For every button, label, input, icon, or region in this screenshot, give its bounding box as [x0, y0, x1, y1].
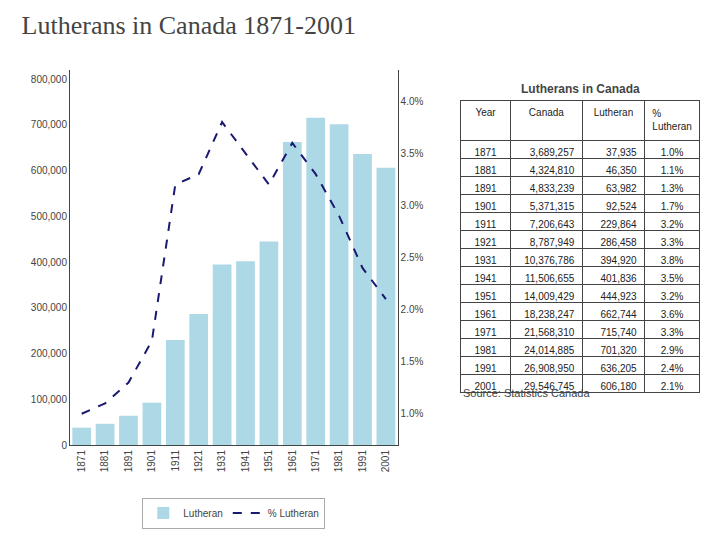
- svg-text:5,371,315: 5,371,315: [530, 201, 575, 212]
- svg-text:1891: 1891: [123, 450, 134, 473]
- svg-text:2.5%: 2.5%: [401, 252, 424, 263]
- svg-text:800,000: 800,000: [31, 74, 68, 85]
- svg-text:1871: 1871: [76, 450, 87, 473]
- svg-text:606,180: 606,180: [600, 381, 637, 392]
- svg-text:1941: 1941: [240, 450, 251, 473]
- svg-text:1.0%: 1.0%: [661, 147, 684, 158]
- svg-text:400,000: 400,000: [31, 257, 68, 268]
- svg-text:200,000: 200,000: [31, 348, 68, 359]
- svg-text:Lutherans in Canada: Lutherans in Canada: [521, 82, 640, 96]
- svg-text:444,923: 444,923: [600, 291, 637, 302]
- svg-text:24,014,885: 24,014,885: [524, 345, 574, 356]
- svg-text:3.3%: 3.3%: [661, 327, 684, 338]
- svg-text:Year: Year: [475, 107, 496, 118]
- svg-text:2.0%: 2.0%: [401, 304, 424, 315]
- svg-text:500,000: 500,000: [31, 211, 68, 222]
- svg-text:29,546,745: 29,546,745: [524, 381, 574, 392]
- svg-text:1.5%: 1.5%: [401, 356, 424, 367]
- svg-text:Canada: Canada: [529, 107, 564, 118]
- svg-text:Lutheran: Lutheran: [183, 508, 222, 519]
- svg-text:% Lutheran: % Lutheran: [268, 508, 319, 519]
- svg-text:662,744: 662,744: [600, 309, 637, 320]
- svg-text:21,568,310: 21,568,310: [524, 327, 574, 338]
- svg-text:8,787,949: 8,787,949: [530, 237, 575, 248]
- svg-text:2001: 2001: [380, 450, 391, 473]
- svg-text:1961: 1961: [287, 450, 298, 473]
- svg-text:394,920: 394,920: [600, 255, 637, 266]
- svg-text:300,000: 300,000: [31, 302, 68, 313]
- svg-text:%Lutheran: %Lutheran: [652, 108, 691, 132]
- svg-text:1.7%: 1.7%: [661, 201, 684, 212]
- svg-text:11,506,655: 11,506,655: [525, 273, 575, 284]
- svg-text:7,206,643: 7,206,643: [530, 219, 575, 230]
- svg-text:1.1%: 1.1%: [661, 165, 684, 176]
- svg-text:2.4%: 2.4%: [661, 363, 684, 374]
- svg-text:2001: 2001: [474, 381, 497, 392]
- svg-text:18,238,247: 18,238,247: [524, 309, 574, 320]
- svg-text:1921: 1921: [474, 237, 497, 248]
- svg-text:2.9%: 2.9%: [661, 345, 684, 356]
- svg-text:1881: 1881: [99, 450, 110, 473]
- svg-text:2.1%: 2.1%: [661, 381, 684, 392]
- svg-text:1901: 1901: [146, 450, 157, 473]
- svg-text:100,000: 100,000: [31, 394, 68, 405]
- svg-text:3.3%: 3.3%: [661, 237, 684, 248]
- svg-text:26,908,950: 26,908,950: [524, 363, 574, 374]
- svg-text:1961: 1961: [474, 309, 497, 320]
- svg-text:Lutherans in Canada 1871-2001: Lutherans in Canada 1871-2001: [22, 11, 356, 40]
- svg-text:3.2%: 3.2%: [661, 219, 684, 230]
- svg-text:1941: 1941: [474, 273, 497, 284]
- svg-text:14,009,429: 14,009,429: [524, 291, 574, 302]
- svg-text:10,376,786: 10,376,786: [524, 255, 574, 266]
- svg-text:0: 0: [61, 440, 67, 451]
- svg-text:3.5%: 3.5%: [401, 148, 424, 159]
- svg-text:1.3%: 1.3%: [661, 183, 684, 194]
- svg-text:715,740: 715,740: [600, 327, 637, 338]
- svg-text:1911: 1911: [170, 450, 181, 472]
- svg-text:37,935: 37,935: [606, 147, 637, 158]
- svg-text:1931: 1931: [474, 255, 497, 266]
- svg-text:1991: 1991: [474, 363, 497, 374]
- svg-text:63,982: 63,982: [606, 183, 637, 194]
- svg-text:92,524: 92,524: [606, 201, 637, 212]
- svg-text:1971: 1971: [474, 327, 497, 338]
- svg-text:1911: 1911: [475, 219, 497, 230]
- svg-text:3.2%: 3.2%: [661, 291, 684, 302]
- svg-text:1931: 1931: [216, 450, 227, 473]
- svg-text:46,350: 46,350: [606, 165, 637, 176]
- svg-text:1901: 1901: [474, 201, 497, 212]
- svg-text:1.0%: 1.0%: [401, 408, 424, 419]
- svg-text:229,864: 229,864: [600, 219, 637, 230]
- svg-text:1951: 1951: [474, 291, 497, 302]
- svg-text:700,000: 700,000: [31, 119, 68, 130]
- svg-text:286,458: 286,458: [600, 237, 637, 248]
- svg-text:1871: 1871: [474, 147, 497, 158]
- svg-text:Source: Statistics Canada: Source: Statistics Canada: [463, 387, 590, 399]
- svg-text:4,833,239: 4,833,239: [530, 183, 575, 194]
- svg-text:3.8%: 3.8%: [661, 255, 684, 266]
- svg-text:3.5%: 3.5%: [661, 273, 684, 284]
- svg-text:1921: 1921: [193, 450, 204, 473]
- svg-text:1891: 1891: [474, 183, 497, 194]
- svg-text:4,324,810: 4,324,810: [530, 165, 575, 176]
- svg-text:3,689,257: 3,689,257: [530, 147, 575, 158]
- svg-text:1981: 1981: [474, 345, 497, 356]
- svg-text:636,205: 636,205: [600, 363, 637, 374]
- svg-text:1991: 1991: [357, 450, 368, 473]
- svg-text:3.0%: 3.0%: [401, 200, 424, 211]
- svg-text:1971: 1971: [310, 450, 321, 473]
- svg-text:Lutheran: Lutheran: [594, 107, 633, 118]
- svg-text:4.0%: 4.0%: [401, 96, 424, 107]
- svg-text:3.6%: 3.6%: [661, 309, 684, 320]
- svg-text:1951: 1951: [263, 450, 274, 473]
- svg-text:1881: 1881: [474, 165, 497, 176]
- svg-text:701,320: 701,320: [600, 345, 637, 356]
- svg-text:600,000: 600,000: [31, 165, 68, 176]
- svg-text:1981: 1981: [333, 450, 344, 473]
- svg-text:401,836: 401,836: [600, 273, 637, 284]
